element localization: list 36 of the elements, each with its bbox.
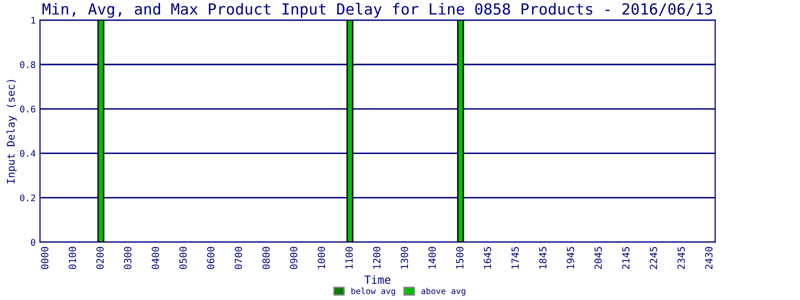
- x-tick-label: 2245: [650, 247, 658, 269]
- x-tick-label: 0900: [290, 246, 298, 270]
- x-tick-label: 0100: [68, 246, 76, 270]
- x-tick-label: 2345: [677, 247, 685, 269]
- x-tick-label: 0300: [124, 246, 132, 270]
- x-tick-label: 1100: [345, 246, 353, 269]
- y-tick-label: 1: [31, 16, 36, 24]
- x-tick-label: 1400: [428, 246, 436, 269]
- x-tick-label: 0600: [207, 246, 214, 270]
- x-tick-label: 1645: [484, 247, 492, 269]
- x-tick-label: 0400: [152, 246, 160, 270]
- y-tick-label: 0.6: [20, 106, 36, 112]
- x-tick-label: 0000: [41, 246, 48, 270]
- x-axis-title: Time: [364, 275, 390, 284]
- x-tick-label: 2430: [705, 246, 713, 269]
- x-tick-label: 1200: [373, 246, 380, 269]
- chart-title: Min, Avg, and Max Product Input Delay for Line 0858 Products - 2016/06/13: [42, 2, 712, 18]
- x-tick-label: 1845: [539, 247, 546, 269]
- y-tick-label: 0.2: [20, 194, 36, 202]
- x-tick-label: 2045: [594, 247, 602, 269]
- y-tick-label: 0.4: [20, 150, 36, 157]
- x-tick-label: 0500: [179, 246, 187, 270]
- x-tick-label: 0700: [234, 246, 242, 270]
- y-axis-title: Input Delay (sec): [6, 80, 17, 184]
- legend-label: below avg: [351, 288, 396, 296]
- x-tick-label: 0800: [262, 246, 270, 270]
- y-tick-label: 0: [30, 238, 36, 246]
- x-tick-label: 1945: [566, 247, 574, 269]
- legend-label: above avg: [421, 288, 466, 296]
- x-tick-label: 1000: [318, 246, 326, 269]
- y-tick-label: 0.8: [20, 61, 36, 68]
- x-tick-label: 0200: [96, 246, 104, 270]
- x-tick-label: 2145: [622, 247, 630, 269]
- x-tick-label: 1500: [456, 246, 464, 269]
- x-tick-label: 1745: [512, 247, 519, 269]
- x-tick-label: 1300: [400, 246, 408, 269]
